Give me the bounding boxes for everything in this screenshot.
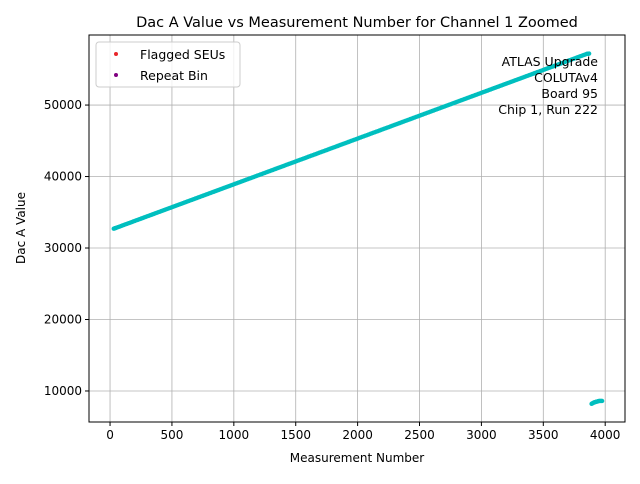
chart-title: Dac A Value vs Measurement Number for Ch… bbox=[136, 15, 578, 31]
x-tick-label: 500 bbox=[160, 428, 183, 442]
x-tick-label: 3000 bbox=[466, 428, 497, 442]
y-tick-label: 50000 bbox=[44, 98, 82, 112]
y-tick-label: 40000 bbox=[44, 170, 82, 184]
plot-frame bbox=[88, 34, 626, 423]
y-tick-label: 20000 bbox=[44, 312, 82, 326]
x-tick-label: 1000 bbox=[219, 428, 250, 442]
x-tick-label: 0 bbox=[106, 428, 114, 442]
legend-box bbox=[95, 41, 241, 88]
y-tick-label: 30000 bbox=[44, 241, 82, 255]
y-axis-label: Dac A Value bbox=[14, 192, 28, 264]
x-tick-label: 3500 bbox=[528, 428, 559, 442]
legend-marker-repeat-bin bbox=[114, 73, 118, 77]
data-point bbox=[586, 51, 592, 56]
annotation-line: Chip 1, Run 222 bbox=[498, 102, 598, 117]
x-tick-label: 4000 bbox=[590, 428, 621, 442]
x-axis-label: Measurement Number bbox=[290, 451, 424, 465]
legend-label: Flagged SEUs bbox=[140, 47, 225, 62]
legend: Flagged SEUs Repeat Bin bbox=[95, 41, 241, 88]
annotation-line: Board 95 bbox=[541, 86, 598, 101]
y-tick-label: 10000 bbox=[44, 384, 82, 398]
annotation-line: ATLAS Upgrade bbox=[502, 54, 599, 69]
annotation: ATLAS Upgrade COLUTAv4 Board 95 Chip 1, … bbox=[498, 54, 598, 117]
grid bbox=[89, 35, 625, 422]
annotation-line: COLUTAv4 bbox=[534, 70, 598, 85]
x-tick-label: 2500 bbox=[404, 428, 435, 442]
data-point bbox=[599, 398, 605, 404]
x-tick-label: 2000 bbox=[342, 428, 373, 442]
data-points bbox=[111, 51, 605, 407]
x-tick-label: 1500 bbox=[280, 428, 311, 442]
legend-label: Repeat Bin bbox=[140, 68, 208, 83]
legend-marker-flagged-seus bbox=[114, 52, 118, 56]
ticks: 0 500 1000 1500 2000 2500 3000 3500 4000 10000 200… bbox=[44, 98, 621, 442]
